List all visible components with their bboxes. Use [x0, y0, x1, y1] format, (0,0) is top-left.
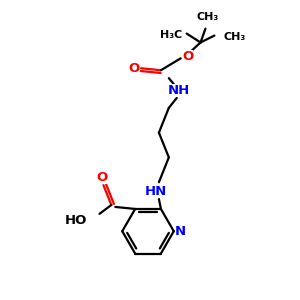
Text: O: O	[182, 50, 193, 63]
Text: HN: HN	[145, 184, 167, 198]
Text: NH: NH	[168, 83, 190, 97]
Text: HO: HO	[65, 214, 88, 227]
Text: N: N	[175, 225, 186, 238]
Text: H₃C: H₃C	[160, 30, 182, 40]
Text: O: O	[128, 62, 140, 75]
Text: CH₃: CH₃	[223, 32, 245, 41]
Text: O: O	[97, 171, 108, 184]
Text: CH₃: CH₃	[196, 12, 219, 22]
